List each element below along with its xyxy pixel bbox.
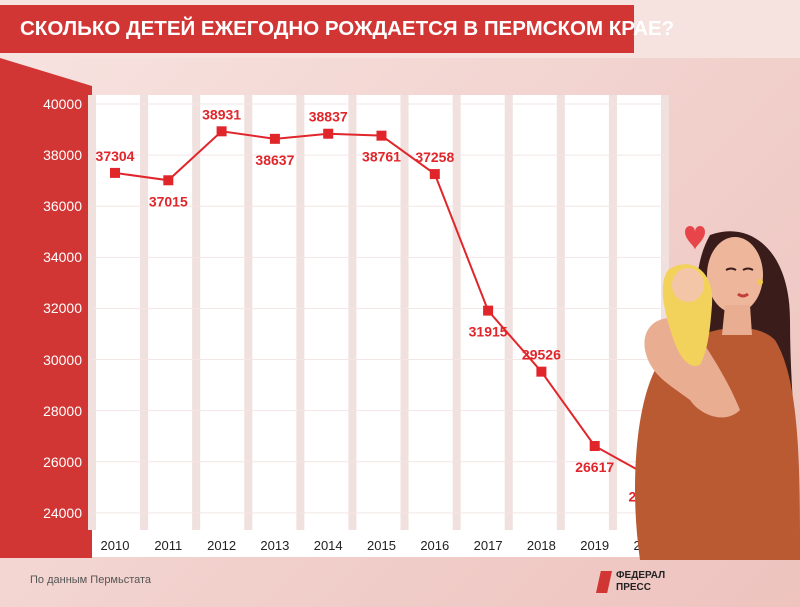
logo-line-1: ФЕДЕРАЛ [616,570,666,581]
x-tick-label: 2013 [260,538,290,553]
y-tick-label: 40000 [43,96,82,112]
page-title: СКОЛЬКО ДЕТЕЙ ЕЖЕГОДНО РОЖДАЕТСЯ В ПЕРМС… [0,5,674,53]
mother-and-baby-illustration [635,226,800,560]
y-tick-label: 34000 [43,249,82,266]
x-tick-label: 2016 [420,538,450,553]
y-tick-label: 38000 [43,147,82,164]
data-point [536,366,547,377]
data-point [323,128,334,139]
y-tick-label: 30000 [43,351,82,368]
data-label: 31915 [469,324,508,340]
x-tick-label: 2015 [367,538,396,553]
data-point [110,167,120,178]
y-tick-label: 32000 [43,300,82,317]
baby-face [672,268,704,302]
data-point [216,126,227,137]
arm [644,318,740,418]
neck [722,305,752,335]
x-tick-label: 2014 [313,538,343,553]
y-tick-label: 26000 [43,453,82,470]
x-tick-label: 2011 [154,538,183,553]
data-point [429,169,440,180]
x-tick-label: 2019 [580,538,610,553]
heart-icon [685,226,705,250]
y-axis-panel [0,58,92,558]
data-label: 37258 [415,149,454,165]
data-point [483,305,494,316]
x-tick-label: 2010 [100,538,130,553]
logo-line-2: ПРЕСС [616,582,651,593]
source-note: По данным Пермьстата [30,574,152,586]
data-point [589,441,600,452]
data-label: 37015 [149,193,188,209]
x-tick-label: 2018 [526,538,556,553]
data-label: 38837 [309,109,348,125]
data-point [163,175,174,186]
y-tick-label: 36000 [43,198,82,215]
x-tick-label: 2017 [473,538,503,553]
data-label: 26617 [575,459,614,475]
data-point [376,130,387,141]
logo-mark-icon [596,571,612,593]
face [707,237,763,313]
publisher-logo: ФЕДЕРАЛ ПРЕСС [596,568,676,598]
data-label: 38637 [255,152,294,168]
data-label: 37304 [96,148,135,164]
data-point [269,133,280,144]
x-tick-label: 2012 [207,538,237,553]
plot-area [92,95,665,557]
data-label: 38761 [362,149,401,165]
y-tick-label: 28000 [43,402,82,419]
y-tick-label: 24000 [43,504,82,521]
data-label: 29526 [522,347,561,363]
data-label: 38931 [202,106,241,122]
